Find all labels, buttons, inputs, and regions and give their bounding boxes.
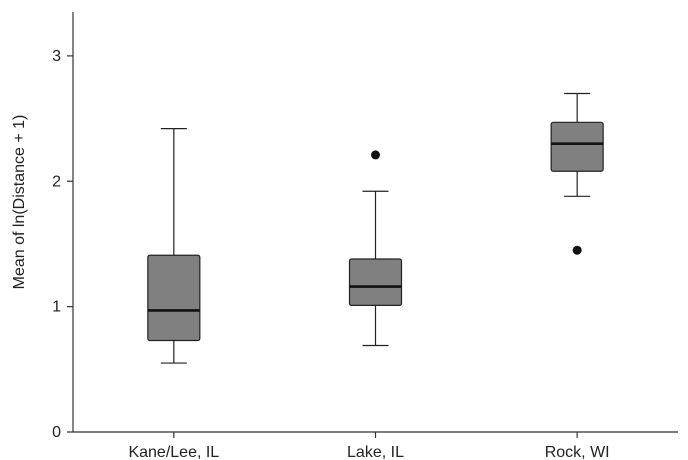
outlier-point xyxy=(371,150,380,160)
y-tick-label: 1 xyxy=(52,299,61,316)
box-group xyxy=(550,92,604,255)
iqr-box xyxy=(550,121,604,172)
outlier-point xyxy=(572,245,582,255)
y-ticks: 0 1 2 3 xyxy=(52,48,73,441)
y-tick-label: 0 xyxy=(52,424,61,441)
box-group xyxy=(348,150,403,347)
iqr-box xyxy=(348,258,403,306)
x-ticks: Kane/Lee, IL Lake, IL Rock, WI xyxy=(128,432,610,460)
boxes xyxy=(147,92,604,364)
y-tick-label: 3 xyxy=(52,48,61,65)
x-tick-label: Lake, IL xyxy=(347,444,404,460)
y-axis-title: Mean of ln(Distance + 1) xyxy=(11,115,28,290)
y-tick-label: 2 xyxy=(52,173,61,190)
x-tick-label: Kane/Lee, IL xyxy=(128,444,219,460)
box-group xyxy=(147,127,201,364)
iqr-box xyxy=(147,254,201,342)
x-tick-label: Rock, WI xyxy=(545,444,610,460)
